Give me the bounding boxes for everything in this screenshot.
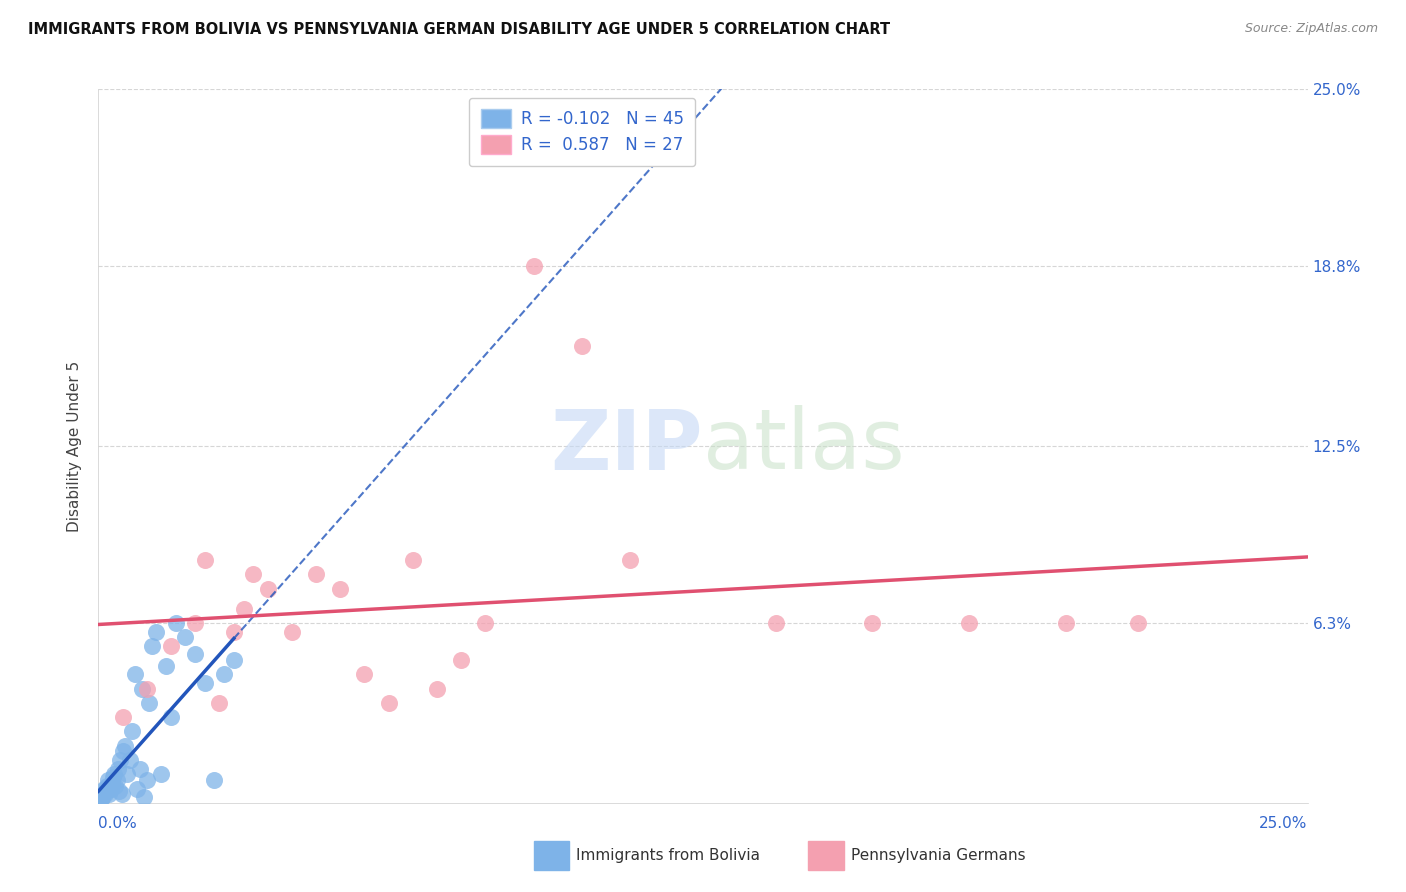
- Point: [107, 762, 129, 776]
- Point: [96, 784, 118, 798]
- Text: 0.0%: 0.0%: [98, 816, 138, 831]
- Point: [194, 676, 217, 690]
- Point: [208, 696, 231, 710]
- Point: [127, 781, 149, 796]
- Legend: R = -0.102   N = 45, R =  0.587   N = 27: R = -0.102 N = 45, R = 0.587 N = 27: [470, 97, 695, 166]
- Point: [426, 681, 449, 696]
- Point: [114, 739, 136, 753]
- Point: [117, 767, 139, 781]
- Point: [281, 624, 304, 639]
- Point: [101, 770, 124, 784]
- Point: [104, 779, 127, 793]
- Point: [94, 784, 117, 798]
- Point: [155, 658, 177, 673]
- Point: [329, 582, 352, 596]
- Point: [165, 615, 187, 630]
- Point: [103, 767, 125, 781]
- Point: [305, 567, 328, 582]
- Point: [1054, 615, 1077, 630]
- Text: Immigrants from Bolivia: Immigrants from Bolivia: [576, 848, 761, 863]
- Point: [450, 653, 472, 667]
- Y-axis label: Disability Age Under 5: Disability Age Under 5: [67, 360, 83, 532]
- Point: [134, 790, 156, 805]
- Point: [174, 630, 197, 644]
- Point: [135, 772, 157, 787]
- Point: [138, 696, 160, 710]
- Point: [256, 582, 278, 596]
- Text: Pennsylvania Germans: Pennsylvania Germans: [851, 848, 1025, 863]
- Point: [194, 553, 217, 567]
- Point: [135, 681, 157, 696]
- Point: [184, 648, 207, 662]
- Point: [111, 787, 134, 801]
- Point: [105, 772, 128, 787]
- Point: [377, 696, 399, 710]
- Point: [131, 681, 153, 696]
- Point: [93, 787, 115, 801]
- Point: [97, 772, 120, 787]
- Point: [150, 767, 173, 781]
- Point: [160, 710, 183, 724]
- Point: [765, 615, 787, 630]
- Point: [860, 615, 883, 630]
- Point: [1128, 615, 1150, 630]
- Text: atlas: atlas: [703, 406, 904, 486]
- Point: [957, 615, 980, 630]
- Point: [474, 615, 496, 630]
- Point: [222, 653, 245, 667]
- Point: [91, 787, 114, 801]
- Point: [108, 753, 131, 767]
- Point: [128, 762, 150, 776]
- Point: [402, 553, 425, 567]
- Point: [96, 779, 118, 793]
- Point: [242, 567, 264, 582]
- Text: 25.0%: 25.0%: [1260, 816, 1308, 831]
- Point: [232, 601, 254, 615]
- Point: [184, 615, 207, 630]
- Point: [91, 790, 114, 805]
- Point: [101, 776, 124, 790]
- Text: ZIP: ZIP: [551, 406, 703, 486]
- Point: [107, 784, 129, 798]
- Point: [571, 339, 593, 353]
- Point: [111, 710, 134, 724]
- Point: [100, 781, 122, 796]
- Point: [93, 781, 115, 796]
- Point: [90, 793, 112, 807]
- Text: IMMIGRANTS FROM BOLIVIA VS PENNSYLVANIA GERMAN DISABILITY AGE UNDER 5 CORRELATIO: IMMIGRANTS FROM BOLIVIA VS PENNSYLVANIA …: [28, 22, 890, 37]
- Point: [141, 639, 163, 653]
- Point: [212, 667, 235, 681]
- Point: [98, 787, 121, 801]
- Point: [124, 667, 146, 681]
- Point: [121, 724, 143, 739]
- Point: [222, 624, 245, 639]
- Point: [145, 624, 167, 639]
- Point: [619, 553, 641, 567]
- Point: [90, 790, 112, 805]
- Text: Source: ZipAtlas.com: Source: ZipAtlas.com: [1244, 22, 1378, 36]
- Point: [204, 772, 226, 787]
- Point: [111, 744, 134, 758]
- Point: [523, 259, 546, 273]
- Point: [353, 667, 375, 681]
- Point: [118, 753, 141, 767]
- Point: [160, 639, 183, 653]
